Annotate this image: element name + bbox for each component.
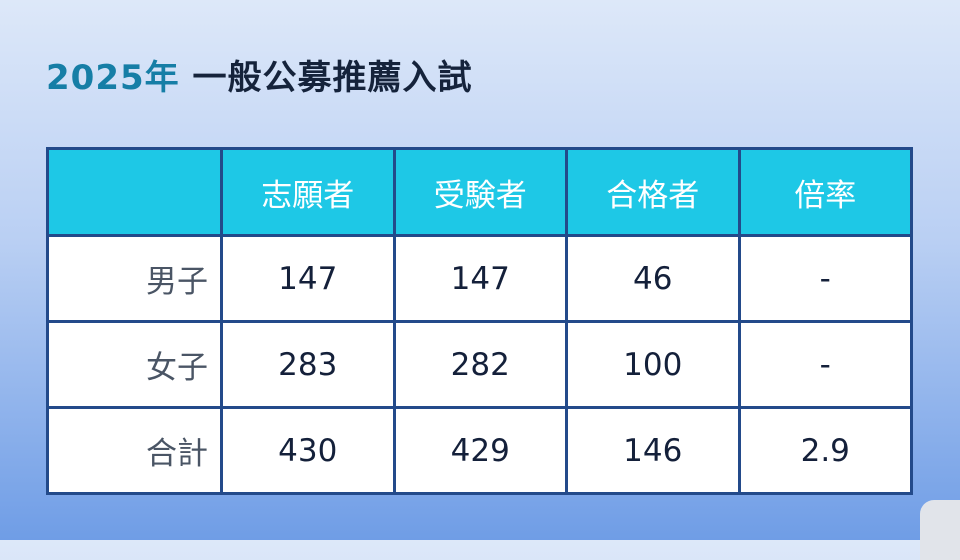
row-label: 男子 bbox=[46, 234, 223, 323]
cell: - bbox=[737, 234, 913, 323]
admissions-table: 志願者 受験者 合格者 倍率 男子 147 147 46 - 女子 283 28… bbox=[46, 147, 913, 495]
corner-panel bbox=[920, 500, 960, 560]
cell: - bbox=[737, 320, 913, 409]
header-passers: 合格者 bbox=[565, 147, 741, 237]
cell: 283 bbox=[220, 320, 396, 409]
cell: 430 bbox=[220, 406, 396, 495]
header-ratio: 倍率 bbox=[737, 147, 913, 237]
cell: 429 bbox=[392, 406, 568, 495]
title-text: 一般公募推薦入試 bbox=[192, 58, 473, 98]
table-row: 合計 430 429 146 2.9 bbox=[46, 406, 913, 495]
header-row: 志願者 受験者 合格者 倍率 bbox=[46, 147, 913, 237]
title-year: 2025年 bbox=[46, 58, 180, 98]
cell: 46 bbox=[565, 234, 741, 323]
cell: 282 bbox=[392, 320, 568, 409]
row-label: 合計 bbox=[46, 406, 223, 495]
header-applicants: 志願者 bbox=[220, 147, 396, 237]
table-row: 男子 147 147 46 - bbox=[46, 234, 913, 323]
cell: 2.9 bbox=[737, 406, 913, 495]
cell: 100 bbox=[565, 320, 741, 409]
table-row: 女子 283 282 100 - bbox=[46, 320, 913, 409]
row-label: 女子 bbox=[46, 320, 223, 409]
header-cell-empty bbox=[46, 147, 223, 237]
page-title: 2025年 一般公募推薦入試 bbox=[46, 50, 472, 99]
cell: 147 bbox=[392, 234, 568, 323]
cell: 146 bbox=[565, 406, 741, 495]
cell: 147 bbox=[220, 234, 396, 323]
header-examinees: 受験者 bbox=[392, 147, 568, 237]
